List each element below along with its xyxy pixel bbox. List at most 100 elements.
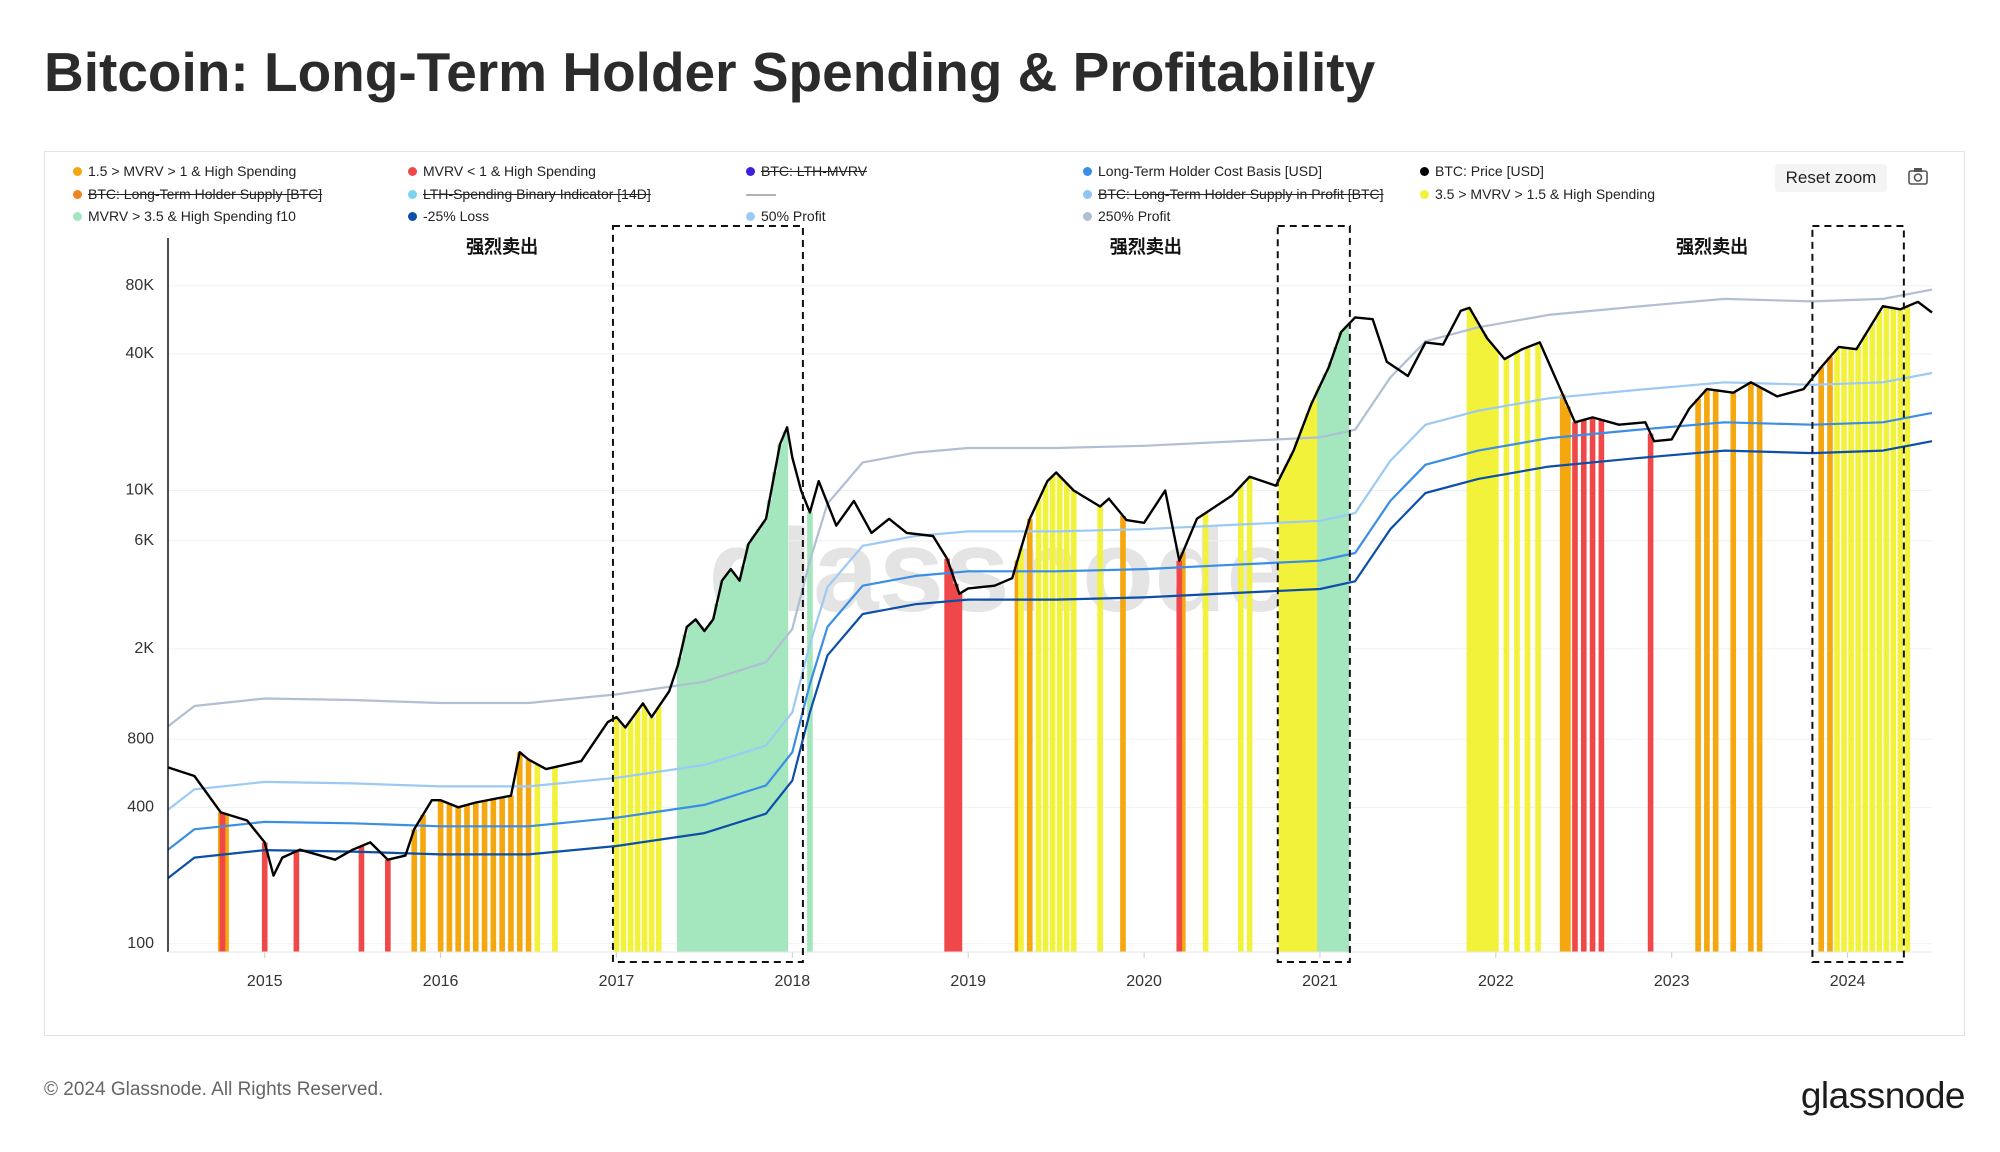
x-tick-label: 2021: [1302, 973, 1338, 990]
spending-stripe: [641, 706, 648, 952]
spending-stripe: [761, 521, 768, 952]
spending-stripe: [1890, 308, 1897, 952]
spending-stripe: [698, 626, 704, 952]
spending-stripe: [508, 795, 514, 952]
spending-stripe: [1471, 316, 1478, 952]
spending-stripe: [1756, 387, 1763, 952]
spending-stripe: [1695, 398, 1701, 953]
legend-swatch: [1083, 189, 1092, 199]
spending-stripe: [1848, 348, 1854, 952]
legend-item[interactable]: 250% Profit: [1083, 208, 1170, 224]
spending-stripe: [1883, 306, 1890, 953]
legend-label: -25% Loss: [423, 208, 490, 224]
spending-stripe: [1589, 417, 1596, 952]
legend-item[interactable]: BTC: Long-Term Holder Supply in Profit […: [1083, 186, 1384, 202]
spending-stripe: [481, 800, 488, 952]
spending-stripe: [1035, 499, 1042, 952]
legend-label: Long-Term Holder Cost Basis [USD]: [1098, 163, 1323, 179]
x-tick-label: 2024: [1830, 973, 1866, 990]
spending-stripe: [713, 603, 720, 952]
legend-swatch: [746, 211, 755, 221]
spending-stripe: [420, 814, 426, 952]
legend-label: 250% Profit: [1098, 208, 1171, 224]
spending-stripe: [1070, 490, 1077, 952]
spending-stripe: [261, 842, 268, 952]
spending-stripe: [1294, 441, 1300, 952]
spending-stripe: [1704, 389, 1710, 952]
spending-stripe: [1493, 348, 1499, 952]
legend-item[interactable]: BTC: Long-Term Holder Supply [BTC]: [73, 186, 322, 202]
annotation: 强烈卖出: [1110, 236, 1182, 257]
legend-item[interactable]: Long-Term Holder Cost Basis [USD]: [1083, 163, 1322, 179]
y-tick-label: 800: [127, 730, 154, 747]
legend-item[interactable]: MVRV > 3.5 & High Spending f10: [73, 208, 296, 224]
spending-stripe: [1343, 326, 1350, 952]
band-line: [167, 371, 1933, 811]
spending-stripe: [1524, 347, 1531, 952]
x-tick-label: 2015: [247, 973, 283, 990]
spending-stripe: [1748, 382, 1754, 952]
legend-label: BTC: Price [USD]: [1435, 163, 1544, 179]
spending-stripe: [1056, 476, 1063, 952]
spending-stripe: [464, 804, 470, 952]
spending-stripe: [1327, 362, 1334, 952]
stripe-series: [217, 357, 1833, 953]
spending-stripe: [1317, 385, 1323, 953]
legend-label: 50% Profit: [761, 208, 826, 224]
spending-stripe: [782, 431, 789, 952]
legend-item[interactable]: BTC: Price [USD]: [1420, 163, 1544, 179]
legend-swatch: [73, 166, 82, 176]
spending-stripe: [1535, 343, 1541, 952]
spending-stripe: [1487, 342, 1494, 952]
spending-stripe: [807, 512, 813, 952]
spending-stripe: [1565, 406, 1571, 952]
y-tick-label: 400: [127, 799, 154, 816]
spending-stripe: [455, 807, 462, 952]
legend-swatch: [746, 166, 755, 176]
stripe-series: [676, 326, 1350, 953]
legend-item[interactable]: 1.5 > MVRV > 1 & High Spending: [73, 163, 296, 179]
spending-stripe: [766, 500, 773, 952]
y-tick-label: 100: [127, 935, 154, 952]
x-tick-label: 2023: [1654, 973, 1690, 990]
legend-item[interactable]: 3.5 > MVRV > 1.5 & High Spending: [1420, 186, 1655, 202]
spending-stripe: [358, 846, 365, 952]
spending-stripe: [1304, 413, 1311, 952]
spending-stripe: [735, 578, 741, 952]
legend-swatch: [1083, 166, 1092, 176]
spending-stripe: [1904, 306, 1911, 952]
spending-stripe: [953, 583, 959, 952]
y-tick-label: 2K: [134, 640, 154, 657]
spending-stripe: [692, 619, 699, 952]
spending-stripe: [682, 634, 688, 952]
spending-stripe: [1278, 475, 1285, 952]
spending-stripe: [1841, 347, 1847, 952]
band-line: [167, 411, 1933, 851]
reset-zoom-button[interactable]: Reset zoom: [1775, 164, 1887, 192]
page-title: Bitcoin: Long-Term Holder Spending & Pro…: [44, 41, 1376, 103]
camera-top: [1914, 168, 1922, 172]
legend-swatch: [73, 189, 82, 199]
spending-stripe: [1647, 433, 1654, 952]
spending-stripe: [1818, 367, 1825, 952]
legend-item[interactable]: BTC: LTH-MVRV: [746, 163, 867, 179]
spending-stripe: [756, 528, 762, 952]
legend-item[interactable]: 50% Profit: [746, 208, 826, 224]
spending-stripe: [944, 558, 950, 952]
spending-stripe: [729, 571, 736, 952]
annotation: 强烈卖出: [1676, 236, 1748, 257]
spending-stripe: [411, 829, 418, 952]
spending-stripe: [1869, 323, 1876, 953]
x-tick-label: 2020: [1126, 973, 1162, 990]
spending-stripe: [627, 720, 634, 952]
copyright: © 2024 Glassnode. All Rights Reserved.: [44, 1079, 384, 1100]
chart-panel: [44, 151, 1965, 1036]
spending-stripe: [293, 851, 300, 952]
legend-item[interactable]: LTH-Spending Binary Indicator [14D]: [408, 186, 651, 202]
spending-stripe: [1120, 515, 1126, 952]
legend-swatch: [1083, 211, 1092, 221]
legend-item[interactable]: MVRV < 1 & High Spending: [408, 163, 596, 179]
spending-stripe: [1897, 309, 1904, 952]
legend-item[interactable]: -25% Loss: [408, 208, 489, 224]
camera-icon[interactable]: [1908, 168, 1928, 185]
